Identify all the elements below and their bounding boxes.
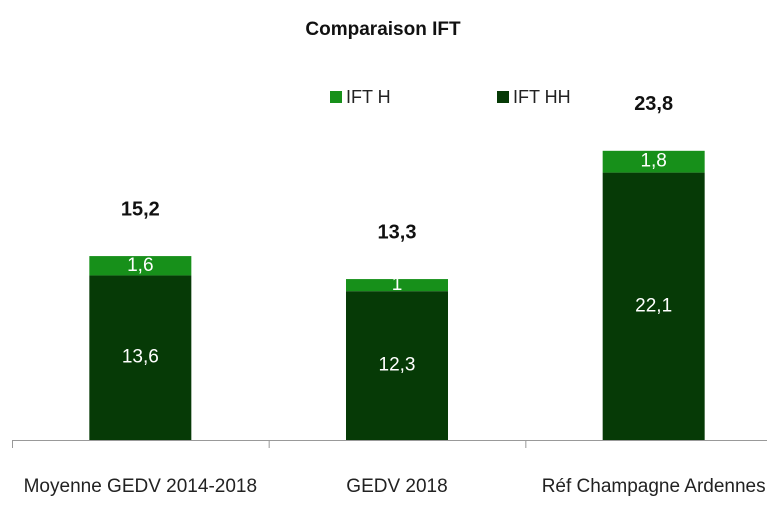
bar-segment — [89, 275, 192, 440]
total-label: 15,2 — [121, 198, 160, 220]
bar-segment — [602, 172, 705, 440]
data-label: 1,8 — [640, 151, 666, 172]
x-tick-label: Réf Champagne Ardennes — [541, 476, 766, 497]
legend-label: IFT HH — [513, 87, 571, 107]
bar-segment — [89, 256, 192, 276]
bar-segment — [602, 150, 705, 173]
x-tick-label: GEDV 2018 — [346, 476, 448, 497]
legend-swatch — [330, 91, 342, 103]
data-label: 1,6 — [127, 255, 153, 276]
bar-segment — [346, 279, 448, 292]
data-label: 1 — [392, 274, 403, 295]
data-label: 12,3 — [379, 355, 416, 376]
legend-label: IFT H — [346, 87, 391, 107]
total-label: 23,8 — [634, 93, 673, 115]
data-label: 13,6 — [122, 347, 159, 368]
legend-swatch — [497, 91, 509, 103]
data-label: 22,1 — [635, 295, 672, 316]
chart-title: Comparaison IFT — [305, 19, 461, 40]
x-tick-label: Moyenne GEDV 2014-2018 — [23, 476, 258, 497]
total-label: 13,3 — [378, 221, 417, 243]
bar-segment — [346, 291, 448, 440]
